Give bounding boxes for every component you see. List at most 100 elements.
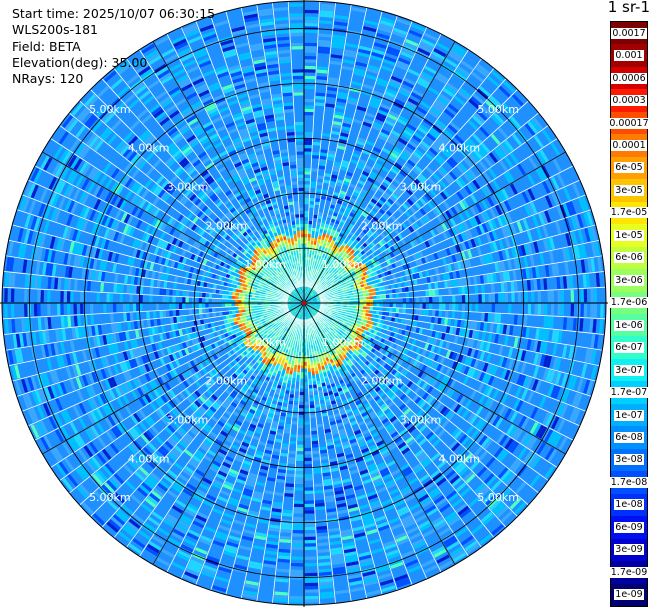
range-gate (304, 428, 311, 432)
range-gate (304, 493, 314, 498)
range-gate (295, 388, 300, 392)
range-gate (308, 375, 312, 379)
range-gate (421, 315, 426, 322)
range-gate (287, 403, 293, 408)
range-gate (368, 332, 374, 338)
range-gate (542, 368, 549, 381)
range-gate (300, 368, 304, 373)
range-gate (296, 451, 304, 455)
range-gate (562, 421, 572, 436)
range-gate (579, 318, 584, 332)
range-gate (494, 366, 502, 377)
range-gate (389, 342, 395, 348)
range-gate (573, 303, 578, 317)
range-gate (398, 313, 403, 319)
range-gate (391, 312, 396, 318)
range-gate (304, 477, 313, 481)
range-gate (537, 303, 542, 315)
range-gate (436, 347, 442, 355)
range-gate (300, 372, 304, 376)
range-gate (453, 335, 459, 344)
range-gate (518, 401, 527, 413)
range-gate (397, 339, 403, 346)
range-gate (379, 332, 384, 338)
range-gate (285, 480, 295, 484)
range-gate (406, 350, 413, 357)
range-gate (289, 592, 304, 597)
range-gate (382, 311, 386, 316)
range-gate (457, 345, 463, 354)
range-gate (359, 303, 364, 306)
range-gate (512, 325, 517, 336)
range-gate (433, 324, 438, 331)
range-gate (444, 376, 451, 385)
range-gate (574, 362, 581, 376)
range-gate (290, 430, 297, 435)
range-gate (291, 377, 296, 382)
range-gate (455, 327, 461, 336)
range-gate (304, 444, 312, 448)
range-gate (304, 595, 319, 600)
range-gate (504, 369, 511, 381)
range-gate (304, 559, 317, 564)
range-gate (475, 303, 479, 312)
range-gate (519, 375, 527, 387)
range-gate (501, 357, 508, 368)
range-gate (368, 313, 373, 318)
range-gate (291, 553, 304, 557)
range-gate (477, 382, 485, 393)
range-gate (536, 340, 542, 353)
range-gate (559, 317, 564, 330)
range-gate (313, 303, 318, 305)
range-gate (294, 493, 304, 498)
range-gate (538, 426, 548, 439)
range-gate (304, 589, 319, 593)
range-gate (309, 305, 313, 308)
range-gate (576, 378, 584, 392)
range-gate (384, 345, 389, 351)
range-gate (321, 312, 325, 315)
range-gate (386, 346, 392, 353)
range-gate (331, 312, 336, 315)
range-gate (392, 349, 398, 356)
range-gate (566, 317, 571, 331)
range-gate (304, 395, 309, 399)
range-gate (591, 349, 597, 364)
range-gate (291, 546, 304, 551)
range-gate (398, 328, 403, 335)
range-gate (371, 314, 376, 318)
range-gate (525, 377, 533, 389)
range-gate (565, 345, 571, 359)
range-gate (553, 316, 558, 329)
range-gate (330, 315, 335, 318)
range-gate (385, 311, 390, 317)
ray-separator (320, 303, 606, 320)
range-gate (436, 355, 443, 363)
range-gate (299, 385, 304, 389)
range-gate (292, 414, 298, 419)
range-gate (406, 343, 412, 350)
range-gate (552, 343, 558, 356)
range-gate (545, 342, 552, 355)
range-gate (429, 337, 435, 345)
range-gate (568, 391, 577, 405)
range-gate (435, 372, 442, 380)
range-gate (518, 387, 526, 399)
range-gate (282, 509, 293, 514)
range-gate (599, 319, 604, 334)
range-gate (289, 599, 304, 603)
range-gate (429, 369, 436, 377)
range-gate (432, 303, 436, 310)
range-gate (398, 346, 404, 353)
range-gate (384, 329, 389, 335)
range-gate (408, 314, 413, 320)
range-gate (388, 312, 393, 317)
range-gate (544, 383, 552, 396)
range-gate (508, 303, 512, 314)
range-gate (414, 315, 419, 321)
range-gate (289, 440, 297, 445)
range-gate (481, 373, 489, 383)
range-gate (304, 592, 319, 597)
range-gate (400, 341, 406, 347)
range-gate (284, 496, 294, 501)
